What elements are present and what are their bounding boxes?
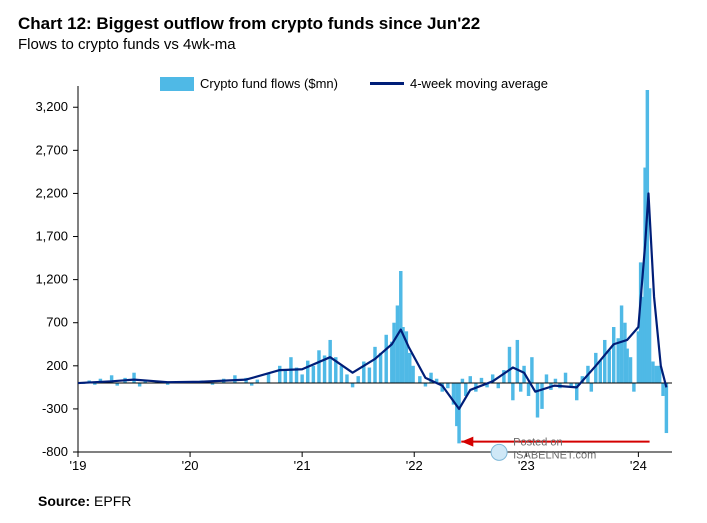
svg-text:'19: '19 xyxy=(70,458,87,473)
source-value: EPFR xyxy=(94,493,131,509)
svg-text:2,700: 2,700 xyxy=(35,142,68,157)
svg-text:3,200: 3,200 xyxy=(35,99,68,114)
chart-plot: -800 -300 200 700 1,200 1,700 2,200 2,700 3,200 '… xyxy=(0,0,707,523)
svg-text:-800: -800 xyxy=(42,444,68,459)
svg-text:2,200: 2,200 xyxy=(35,185,68,200)
svg-text:'21: '21 xyxy=(294,458,311,473)
svg-text:'22: '22 xyxy=(406,458,423,473)
svg-text:'24: '24 xyxy=(630,458,647,473)
svg-text:Posted on: Posted on xyxy=(513,436,563,448)
source-label: Source: xyxy=(38,493,90,509)
svg-text:'20: '20 xyxy=(182,458,199,473)
chart-source: Source: EPFR xyxy=(38,493,131,509)
svg-text:1,200: 1,200 xyxy=(35,272,68,287)
svg-text:1,700: 1,700 xyxy=(35,229,68,244)
svg-text:200: 200 xyxy=(46,358,68,373)
svg-text:700: 700 xyxy=(46,315,68,330)
svg-text:ISABELNET.com: ISABELNET.com xyxy=(513,449,596,461)
svg-text:-300: -300 xyxy=(42,401,68,416)
